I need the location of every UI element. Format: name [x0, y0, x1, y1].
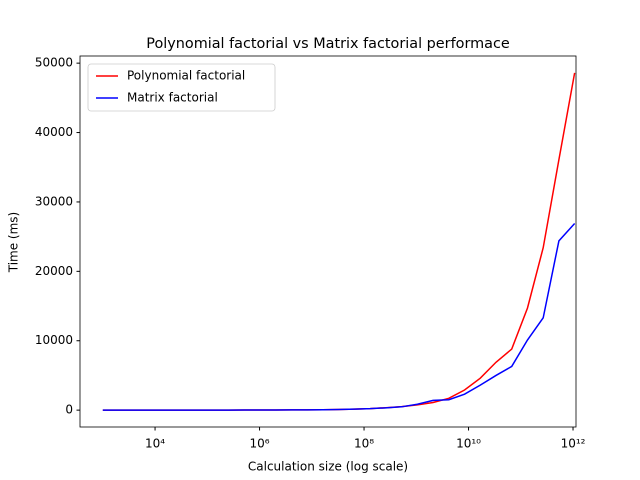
- x-tick-label: 10⁸: [354, 437, 374, 451]
- x-tick-label: 10¹²: [561, 437, 586, 451]
- y-tick-label: 50000: [35, 56, 73, 70]
- x-tick-label: 10⁴: [145, 437, 165, 451]
- y-tick-label: 10000: [35, 333, 73, 347]
- y-tick-label: 30000: [35, 194, 73, 208]
- chart-title: Polynomial factorial vs Matrix factorial…: [146, 36, 510, 52]
- data-line: [102, 72, 576, 411]
- x-axis-label: Calculation size (log scale): [248, 460, 408, 474]
- x-tick-label: 10⁶: [249, 437, 269, 451]
- legend-label: Polynomial factorial: [127, 69, 245, 83]
- x-tick-label: 10¹⁰: [456, 437, 481, 451]
- legend-label: Matrix factorial: [127, 91, 218, 105]
- y-tick-label: 0: [65, 403, 73, 417]
- plot-area: [102, 72, 576, 411]
- legend-box: [87, 63, 276, 112]
- axes-frame: [79, 55, 577, 428]
- y-axis-label: Time (ms): [7, 212, 21, 274]
- data-line: [102, 222, 576, 411]
- y-tick-label: 40000: [35, 125, 73, 139]
- y-tick-label: 20000: [35, 264, 73, 278]
